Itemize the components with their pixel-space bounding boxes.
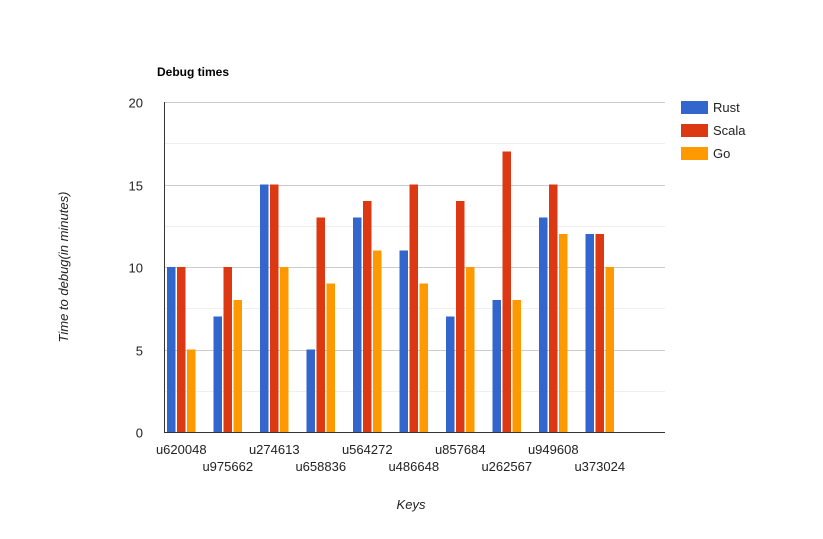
bar-scala-u975662[interactable] [223,267,233,432]
legend-item-rust[interactable]: Rust [681,100,740,115]
y-axis-label: Time to debug(in minutes) [56,192,71,343]
bar-scala-u274613[interactable] [270,184,279,433]
y-tick-label: 20 [129,96,143,111]
x-tick-label: u373024 [574,459,625,474]
y-tick-label: 0 [136,426,143,441]
bar-scala-u857684[interactable] [456,201,465,432]
x-tick-label: u949608 [528,442,579,457]
bar-rust-u373024[interactable] [585,234,595,432]
legend-item-go[interactable]: Go [681,146,730,161]
bar-scala-u949608[interactable] [549,184,558,433]
chart-title: Debug times [157,65,229,79]
bar-rust-u658836[interactable] [306,349,316,433]
x-axis-label: Keys [397,497,426,512]
x-tick-label: u658836 [295,459,346,474]
bar-rust-u274613[interactable] [260,184,269,433]
bar-rust-u486648[interactable] [399,250,409,433]
bar-go-u564272[interactable] [373,250,382,433]
bar-scala-u658836[interactable] [316,217,326,433]
x-tick-label: u486648 [388,459,439,474]
bar-go-u620048[interactable] [187,349,196,433]
bar-go-u262567[interactable] [512,300,522,432]
bar-scala-u620048[interactable] [177,267,186,432]
x-tick-label: u564272 [342,442,393,457]
bar-go-u658836[interactable] [326,283,336,433]
bar-rust-u262567[interactable] [492,300,502,432]
bar-go-u274613[interactable] [280,267,289,432]
bar-go-u949608[interactable] [559,234,568,432]
bar-go-u857684[interactable] [466,267,475,432]
bar-scala-u564272[interactable] [363,201,372,432]
bar-scala-u262567[interactable] [502,151,512,433]
bar-go-u975662[interactable] [233,300,243,432]
x-tick-label: u262567 [481,459,532,474]
bar-rust-u949608[interactable] [539,217,548,433]
x-tick-label: u975662 [202,459,253,474]
legend-label: Go [713,146,730,161]
y-tick-label: 10 [129,261,143,276]
x-tick-label: u274613 [249,442,300,457]
x-tick-label: u620048 [156,442,207,457]
bars [167,151,615,433]
bar-rust-u564272[interactable] [353,217,362,433]
legend-swatch [681,124,708,137]
legend-label: Rust [713,100,740,115]
bar-rust-u857684[interactable] [446,316,455,433]
x-tick-label: u857684 [435,442,486,457]
legend[interactable]: Rust Scala Go [681,100,746,161]
bar-scala-u373024[interactable] [595,234,605,432]
y-tick-label: 5 [136,344,143,359]
legend-item-scala[interactable]: Scala [681,123,746,138]
legend-swatch [681,101,708,114]
y-tick-label: 15 [129,179,143,194]
bar-rust-u620048[interactable] [167,267,176,432]
bar-go-u486648[interactable] [419,283,429,433]
axes: 0 5 10 15 20 u620048 u975662 u274613 u658836 u564… [129,96,665,474]
bar-scala-u486648[interactable] [409,184,419,433]
legend-label: Scala [713,123,746,138]
legend-swatch [681,147,708,160]
bar-rust-u975662[interactable] [213,316,223,433]
bar-go-u373024[interactable] [605,267,615,432]
